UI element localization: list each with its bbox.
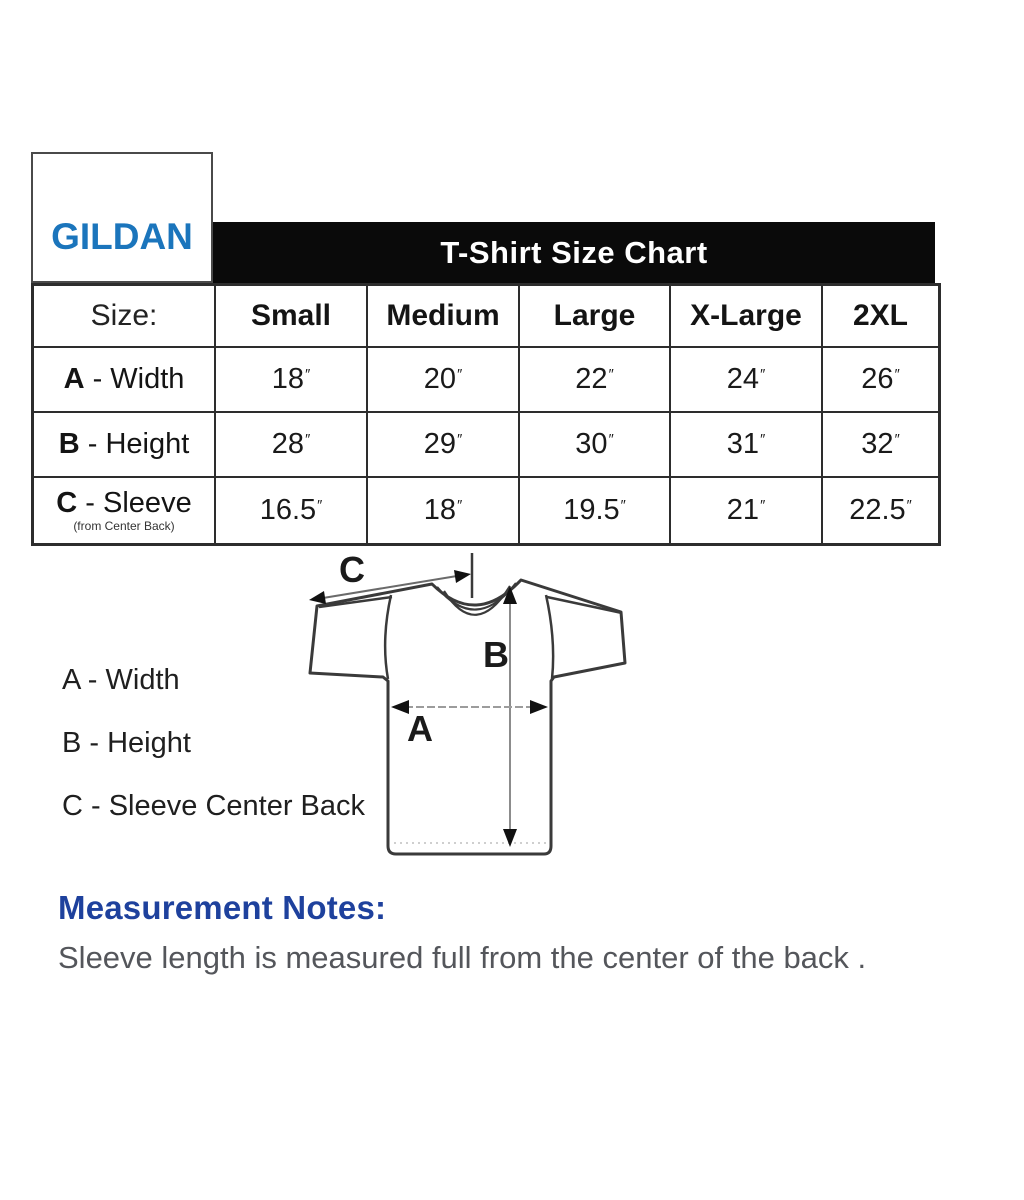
- size-chart-table: Size: Small Medium Large X-Large 2XL A -…: [31, 283, 941, 546]
- column-header-xlarge: X-Large: [671, 286, 823, 348]
- height-arrow: [503, 586, 517, 847]
- row-label-width: A - Width: [34, 348, 216, 413]
- value-height-small: 28″: [216, 413, 368, 478]
- column-header-2xl: 2XL: [823, 286, 938, 348]
- size-chart-title-bar: T-Shirt Size Chart: [213, 222, 935, 283]
- measurement-notes-heading: Measurement Notes:: [58, 889, 387, 926]
- collar-band-arc-2: [443, 585, 511, 616]
- value-width-large: 22″: [520, 348, 671, 413]
- table-corner-label: Size:: [34, 286, 216, 348]
- value-sleeve-xlarge: 21″: [671, 478, 823, 543]
- value-height-2xl: 32″: [823, 413, 938, 478]
- measurement-notes: Measurement Notes: Sleeve length is meas…: [58, 889, 928, 979]
- value-width-2xl: 26″: [823, 348, 938, 413]
- sleeve-subnote: (from Center Back): [73, 518, 175, 533]
- value-height-medium: 29″: [368, 413, 520, 478]
- measurement-notes-body: Sleeve length is measured full from the …: [58, 940, 867, 975]
- column-header-large: Large: [520, 286, 671, 348]
- sleeve-arrow: [309, 570, 471, 604]
- value-width-small: 18″: [216, 348, 368, 413]
- legend-item-height: B - Height: [62, 727, 191, 759]
- diagram-label-a: A: [407, 708, 433, 749]
- right-sleeve-seam: [544, 594, 555, 680]
- value-width-xlarge: 24″: [671, 348, 823, 413]
- tshirt-diagram: C B A: [295, 540, 655, 870]
- page-title: T-Shirt Size Chart: [440, 234, 708, 270]
- left-sleeve-seam: [383, 594, 393, 680]
- column-header-small: Small: [216, 286, 368, 348]
- right-sleeve-top-edge: [546, 595, 623, 615]
- left-sleeve-top-edge: [318, 595, 393, 609]
- value-sleeve-medium: 18″: [368, 478, 520, 543]
- row-label-height: B - Height: [34, 413, 216, 478]
- gildan-logo: GILDAN: [51, 216, 193, 257]
- diagram-label-c: C: [339, 549, 365, 590]
- legend-item-sleeve: C - Sleeve Center Back: [62, 790, 366, 822]
- value-height-xlarge: 31″: [671, 413, 823, 478]
- value-sleeve-large: 19.5″: [520, 478, 671, 543]
- measurement-legend: A - Width B - Height C - Sleeve Center B…: [62, 666, 365, 821]
- logo-box: GILDAN: [31, 152, 213, 283]
- diagram-label-b: B: [483, 634, 509, 675]
- tshirt-outline: [308, 578, 627, 856]
- value-sleeve-2xl: 22.5″: [823, 478, 938, 543]
- value-sleeve-small: 16.5″: [216, 478, 368, 543]
- value-height-large: 30″: [520, 413, 671, 478]
- width-arrow: [391, 700, 548, 714]
- tshirt-back-view: C B A: [308, 549, 627, 856]
- legend-item-width: A - Width: [62, 664, 180, 696]
- column-header-medium: Medium: [368, 286, 520, 348]
- value-width-medium: 20″: [368, 348, 520, 413]
- row-label-sleeve: C - Sleeve (from Center Back): [34, 478, 216, 543]
